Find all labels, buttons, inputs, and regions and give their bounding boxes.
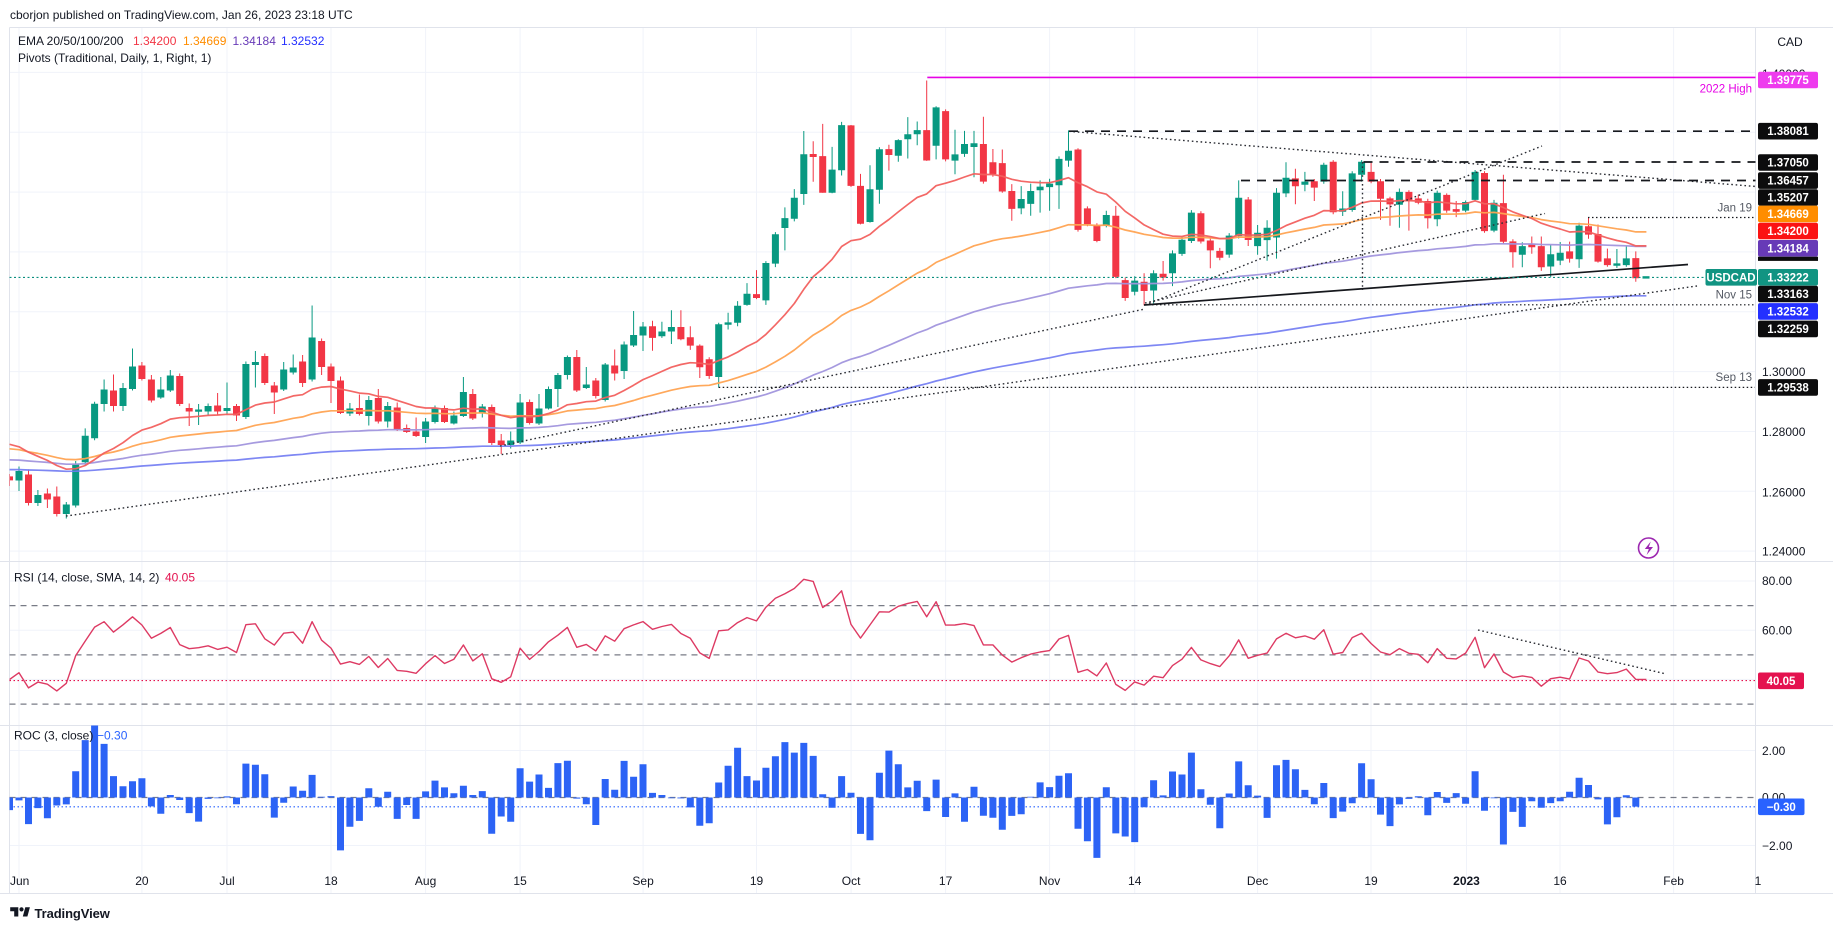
- svg-text:18: 18: [324, 874, 338, 888]
- svg-text:−2.00: −2.00: [1762, 839, 1793, 853]
- svg-text:Dec: Dec: [1247, 874, 1268, 888]
- svg-text:19: 19: [750, 874, 764, 888]
- svg-text:60.00: 60.00: [1762, 623, 1792, 637]
- svg-text:Jul: Jul: [219, 874, 234, 888]
- svg-text:1.26000: 1.26000: [1762, 485, 1806, 499]
- svg-text:1.35207: 1.35207: [1767, 193, 1809, 205]
- svg-text:1.24000: 1.24000: [1762, 544, 1806, 558]
- svg-text:Feb: Feb: [1663, 874, 1684, 888]
- svg-text:1: 1: [1755, 874, 1762, 888]
- svg-text:1.39775: 1.39775: [1767, 75, 1809, 87]
- svg-text:1.34200: 1.34200: [1767, 226, 1809, 238]
- svg-text:1.29538: 1.29538: [1767, 382, 1809, 394]
- svg-text:16: 16: [1553, 874, 1567, 888]
- svg-text:40.05: 40.05: [1767, 676, 1796, 688]
- svg-text:2022 High: 2022 High: [1700, 84, 1752, 96]
- svg-text:Sep: Sep: [632, 874, 654, 888]
- svg-text:19: 19: [1364, 874, 1378, 888]
- svg-text:CAD: CAD: [1777, 35, 1803, 49]
- svg-text:17: 17: [939, 874, 953, 888]
- svg-text:1.34200: 1.34200: [133, 34, 177, 48]
- svg-text:USDCAD: USDCAD: [1706, 273, 1755, 285]
- svg-text:1.34669: 1.34669: [183, 34, 227, 48]
- svg-text:−0.30: −0.30: [1767, 802, 1796, 814]
- svg-text:2.00: 2.00: [1762, 744, 1786, 758]
- svg-text:−0.30: −0.30: [97, 729, 128, 743]
- svg-text:1.32259: 1.32259: [1767, 324, 1809, 336]
- svg-text:Jun: Jun: [10, 874, 29, 888]
- svg-text:1.32532: 1.32532: [281, 34, 325, 48]
- svg-text:Oct: Oct: [842, 874, 861, 888]
- svg-text:Pivots (Traditional, Daily, 1,: Pivots (Traditional, Daily, 1, Right, 1): [18, 51, 211, 65]
- svg-text:1.30000: 1.30000: [1762, 365, 1806, 379]
- svg-text:Sep 13: Sep 13: [1716, 372, 1752, 384]
- svg-text:1.34184: 1.34184: [1767, 243, 1809, 255]
- svg-text:Aug: Aug: [415, 874, 436, 888]
- svg-text:15: 15: [513, 874, 527, 888]
- svg-text:40.05: 40.05: [165, 571, 195, 585]
- svg-text:20: 20: [135, 874, 149, 888]
- svg-text:1.38081: 1.38081: [1767, 126, 1809, 138]
- svg-text:1.33163: 1.33163: [1767, 289, 1809, 301]
- svg-text:RSI (14, close, SMA, 14, 2): RSI (14, close, SMA, 14, 2): [14, 571, 159, 585]
- svg-text:1.32532: 1.32532: [1767, 306, 1809, 318]
- svg-text:ROC (3, close): ROC (3, close): [14, 729, 93, 743]
- svg-text:Jan 19: Jan 19: [1717, 203, 1752, 215]
- svg-text:1.37050: 1.37050: [1767, 158, 1809, 170]
- svg-text:80.00: 80.00: [1762, 574, 1792, 588]
- svg-text:1.36457: 1.36457: [1767, 176, 1809, 188]
- svg-text:2023: 2023: [1453, 874, 1480, 888]
- svg-text:Nov: Nov: [1039, 874, 1060, 888]
- svg-text:14: 14: [1128, 874, 1142, 888]
- svg-text:1.34184: 1.34184: [233, 34, 277, 48]
- svg-text:1.33222: 1.33222: [1767, 272, 1809, 284]
- svg-text:1.28000: 1.28000: [1762, 425, 1806, 439]
- svg-text:cborjon published on TradingVi: cborjon published on TradingView.com, Ja…: [10, 8, 353, 22]
- svg-text:Nov 15: Nov 15: [1716, 290, 1752, 302]
- svg-text:1.34669: 1.34669: [1767, 209, 1809, 221]
- svg-text:EMA 20/50/100/200: EMA 20/50/100/200: [18, 34, 124, 48]
- svg-text:TradingView: TradingView: [35, 906, 111, 921]
